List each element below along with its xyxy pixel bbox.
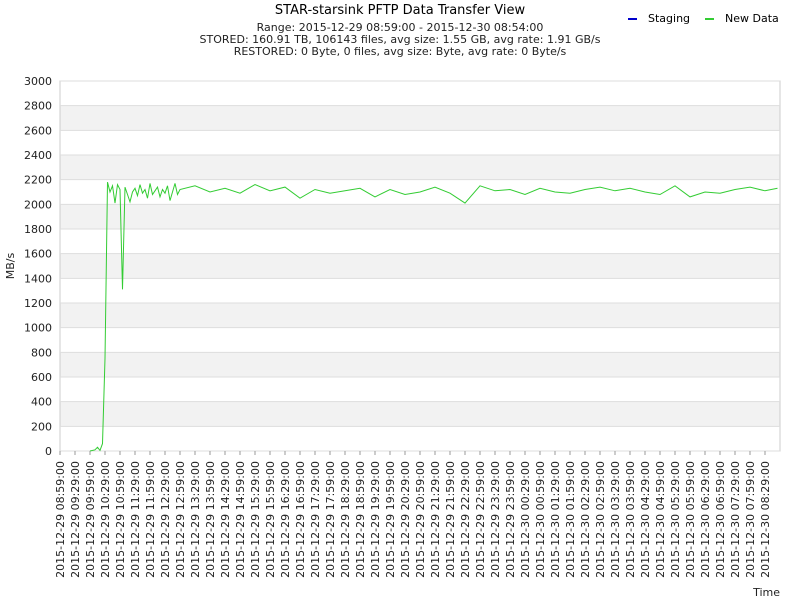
x-tick-label: 2015-12-29 21:59:00 — [444, 461, 457, 578]
x-tick-label: 2015-12-30 00:29:00 — [519, 461, 532, 578]
legend-item-new-data: New Data — [705, 12, 779, 25]
x-tick-label: 2015-12-29 15:59:00 — [264, 461, 277, 578]
x-tick-label: 2015-12-29 16:59:00 — [294, 461, 307, 578]
chart-subtitle-range: Range: 2015-12-29 08:59:00 - 2015-12-30 … — [256, 21, 544, 34]
x-tick-label: 2015-12-29 08:59:00 — [54, 461, 67, 578]
x-tick-label: 2015-12-29 21:29:00 — [429, 461, 442, 578]
x-tick-label: 2015-12-29 22:59:00 — [474, 461, 487, 578]
x-tick-label: 2015-12-29 17:59:00 — [324, 461, 337, 578]
y-tick-label: 1800 — [24, 223, 52, 236]
y-axis-ticks: 0 200 400 600 800 1000 1200 1400 1600 1800 2000 220… — [24, 75, 52, 458]
x-tick-label: 2015-12-30 05:59:00 — [684, 461, 697, 578]
x-tick-label: 2015-12-29 20:59:00 — [414, 461, 427, 578]
y-tick-label: 2400 — [24, 149, 52, 162]
x-tick-label: 2015-12-29 19:59:00 — [384, 461, 397, 578]
x-tick-label: 2015-12-29 11:59:00 — [144, 461, 157, 578]
x-tick-label: 2015-12-30 00:59:00 — [534, 461, 547, 578]
chart-subtitle-restored: RESTORED: 0 Byte, 0 files, avg size: Byt… — [233, 45, 567, 58]
y-tick-label: 800 — [31, 346, 52, 359]
y-tick-label: 2000 — [24, 198, 52, 211]
y-tick-label: 1200 — [24, 297, 52, 310]
plot-band — [60, 278, 780, 303]
legend-label-new-data: New Data — [725, 12, 779, 25]
plot-band — [60, 377, 780, 402]
y-tick-label: 1400 — [24, 272, 52, 285]
x-tick-label: 2015-12-29 23:59:00 — [504, 461, 517, 578]
x-tick-label: 2015-12-29 19:29:00 — [369, 461, 382, 578]
legend-swatch-staging — [628, 17, 637, 20]
x-tick-label: 2015-12-29 13:59:00 — [204, 461, 217, 578]
y-tick-label: 2200 — [24, 174, 52, 187]
y-axis-label: MB/s — [4, 252, 17, 279]
y-tick-label: 200 — [31, 420, 52, 433]
gridlines — [59, 80, 781, 452]
x-tick-label: 2015-12-29 10:29:00 — [99, 461, 112, 578]
x-tick-label: 2015-12-29 17:29:00 — [309, 461, 322, 578]
x-tick-label: 2015-12-29 09:29:00 — [69, 461, 82, 578]
x-tick-label: 2015-12-30 04:29:00 — [639, 461, 652, 578]
y-tick-label: 600 — [31, 371, 52, 384]
x-tick-label: 2015-12-30 01:59:00 — [564, 461, 577, 578]
x-tick-label: 2015-12-29 12:59:00 — [174, 461, 187, 578]
chart-title: STAR-starsink PFTP Data Transfer View — [274, 3, 526, 18]
x-tick-label: 2015-12-29 20:29:00 — [399, 461, 412, 578]
plot-band — [60, 253, 780, 279]
plot-band — [60, 426, 780, 451]
y-tick-label: 3000 — [24, 75, 52, 88]
x-tick-label: 2015-12-29 11:29:00 — [129, 461, 142, 578]
x-axis-label: Time — [752, 586, 780, 599]
plot-band — [60, 401, 780, 427]
y-tick-label: 2800 — [24, 100, 52, 113]
legend-label-staging: Staging — [648, 12, 691, 25]
x-tick-label: 2015-12-29 13:29:00 — [189, 461, 202, 578]
plot-band — [60, 81, 780, 106]
x-tick-label: 2015-12-29 12:29:00 — [159, 461, 172, 578]
legend-item-staging: Staging — [628, 12, 690, 25]
y-tick-label: 2600 — [24, 124, 52, 137]
x-tick-label: 2015-12-30 03:59:00 — [624, 461, 637, 578]
x-tick-label: 2015-12-30 03:29:00 — [609, 461, 622, 578]
x-tick-label: 2015-12-30 06:29:00 — [699, 461, 712, 578]
x-tick-label: 2015-12-29 10:59:00 — [114, 461, 127, 578]
y-tick-label: 1000 — [24, 322, 52, 335]
x-axis-ticks: 2015-12-29 08:59:00 2015-12-29 09:29:00 20… — [54, 451, 772, 578]
x-tick-label: 2015-12-30 04:59:00 — [654, 461, 667, 578]
x-tick-label: 2015-12-29 22:29:00 — [459, 461, 472, 578]
y-tick-label: 400 — [31, 396, 52, 409]
plot-band — [60, 352, 780, 377]
x-tick-label: 2015-12-29 14:59:00 — [234, 461, 247, 578]
plot-band — [60, 105, 780, 131]
plot-band — [60, 327, 780, 353]
x-tick-label: 2015-12-30 06:59:00 — [714, 461, 727, 578]
x-tick-label: 2015-12-30 02:29:00 — [579, 461, 592, 578]
x-tick-label: 2015-12-30 08:29:00 — [759, 461, 772, 578]
plot-band — [60, 303, 780, 328]
legend-swatch-new-data — [705, 17, 714, 20]
x-tick-label: 2015-12-29 18:29:00 — [339, 461, 352, 578]
plot-band — [60, 229, 780, 254]
x-tick-label: 2015-12-30 01:29:00 — [549, 461, 562, 578]
chart-subtitle-stored: STORED: 160.91 TB, 106143 files, avg siz… — [199, 33, 601, 46]
x-tick-label: 2015-12-29 16:29:00 — [279, 461, 292, 578]
x-tick-label: 2015-12-29 18:59:00 — [354, 461, 367, 578]
plot-band — [60, 204, 780, 229]
x-tick-label: 2015-12-29 23:29:00 — [489, 461, 502, 578]
x-tick-label: 2015-12-29 15:29:00 — [249, 461, 262, 578]
plot-band — [60, 130, 780, 155]
y-tick-label: 0 — [45, 445, 52, 458]
x-tick-label: 2015-12-30 05:29:00 — [669, 461, 682, 578]
series-line-new-data — [89, 181, 778, 452]
x-tick-label: 2015-12-29 09:59:00 — [84, 461, 97, 578]
x-tick-label: 2015-12-30 07:59:00 — [744, 461, 757, 578]
x-tick-label: 2015-12-30 07:29:00 — [729, 461, 742, 578]
x-tick-label: 2015-12-30 02:59:00 — [594, 461, 607, 578]
plot-band — [60, 155, 780, 180]
series-lines — [89, 181, 778, 452]
plot-bands — [60, 81, 780, 451]
x-tick-label: 2015-12-29 14:29:00 — [219, 461, 232, 578]
y-tick-label: 1600 — [24, 248, 52, 261]
